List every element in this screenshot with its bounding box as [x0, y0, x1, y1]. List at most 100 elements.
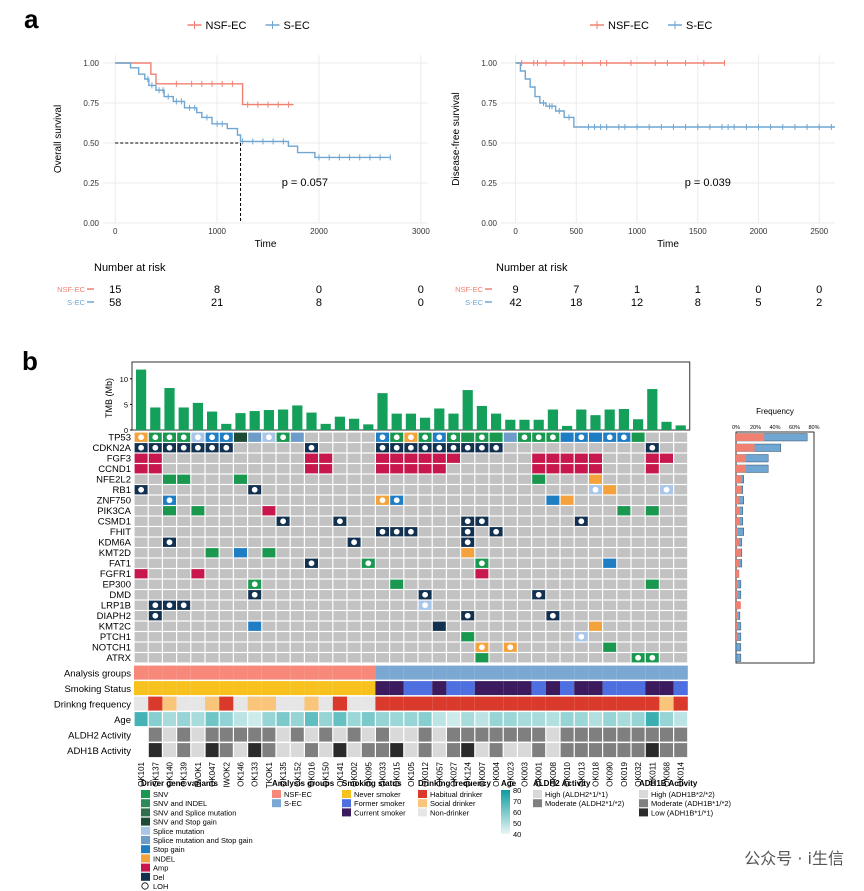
mutation-cell	[603, 516, 617, 526]
mutation-cell	[163, 621, 176, 631]
annotation-cell-smoking	[446, 681, 461, 696]
annotation-cell-group	[645, 665, 660, 680]
mutation-cell	[532, 506, 546, 516]
annotation-cell-smoking	[290, 681, 305, 696]
mutation-cell	[617, 621, 631, 631]
risk-count: 9	[513, 284, 519, 296]
annotation-cell-smoking	[560, 681, 575, 696]
mutation-cell	[645, 537, 659, 547]
mutation-cell	[503, 432, 517, 442]
annotation-cell-age	[475, 712, 489, 727]
tmb-bar-ok015	[391, 413, 402, 430]
annotation-cell-smoking	[247, 681, 262, 696]
mutation-cell	[134, 527, 148, 537]
annotation-cell-group	[588, 665, 603, 680]
mutation-cell	[305, 453, 318, 463]
mutation-cell	[461, 495, 475, 505]
mutation-cell	[489, 516, 503, 526]
legend-item-label: SNV and Splice mutation	[153, 808, 236, 817]
annotation-cell-drink	[134, 696, 149, 711]
annotation-cell-adh1b	[674, 743, 688, 758]
legend-item-label: High (ALDH2*1/*1)	[545, 790, 608, 799]
sample-label-ok137: OK137	[151, 761, 160, 786]
annotation-cell-smoking	[375, 681, 390, 696]
annotation-cell-group	[361, 665, 376, 680]
mutation-cell	[560, 474, 574, 484]
mutation-cell	[674, 558, 688, 568]
mutation-cell	[163, 642, 176, 652]
mutation-cell	[333, 527, 347, 537]
annotation-cell-age	[347, 712, 361, 727]
mutation-cell	[333, 453, 347, 463]
mutation-cell	[603, 474, 617, 484]
mutation-cell	[589, 527, 602, 537]
mutation-cell	[390, 653, 404, 663]
frequency-bar-nsf	[736, 580, 738, 588]
mutation-cell	[163, 506, 176, 516]
mutation-cell	[475, 474, 489, 484]
mutation-cell	[447, 474, 460, 484]
mutation-cell	[546, 537, 560, 547]
mutation-cell	[163, 632, 176, 642]
mutation-cell	[461, 548, 475, 558]
legend-swatch	[418, 808, 427, 817]
mutation-cell	[319, 621, 333, 631]
mutation-cell	[347, 590, 361, 600]
mutation-cell	[589, 453, 602, 463]
tmb-bar-ok095	[363, 424, 374, 430]
annotation-cell-group	[474, 665, 489, 680]
risk-count: 0	[316, 284, 322, 296]
mutation-cell	[660, 621, 673, 631]
frequency-bar-nsf	[736, 475, 741, 483]
age-tick-label: 60	[513, 808, 521, 817]
annotation-cell-smoking	[162, 681, 177, 696]
mutation-cell	[163, 653, 176, 663]
mutation-cell	[262, 506, 276, 516]
mutation-cell	[574, 485, 588, 495]
mutation-cell	[475, 579, 489, 589]
tmb-bar-iwok2	[221, 423, 232, 430]
legend-item-label: Habitual drinker	[430, 790, 483, 799]
tmb-bar-ok090	[604, 409, 615, 430]
annotation-cell-age	[205, 712, 219, 727]
mutation-cell	[560, 495, 574, 505]
mutation-cell	[361, 453, 375, 463]
loh-marker	[649, 444, 656, 451]
legend-item-label: Current smoker	[354, 808, 406, 817]
loh-marker	[379, 497, 386, 504]
annotation-cell-adh1b	[234, 743, 247, 758]
mutation-cell	[447, 653, 460, 663]
mutation-cell	[361, 516, 375, 526]
mutation-cell	[631, 432, 645, 442]
mutation-cell	[177, 464, 191, 474]
mutation-cell	[518, 527, 531, 537]
frequency-bar-nsf	[736, 612, 738, 620]
annotation-cell-adh1b	[390, 743, 404, 758]
annotation-cell-group	[446, 665, 461, 680]
mutation-cell	[276, 464, 290, 474]
mutation-cell	[191, 485, 205, 495]
annotation-cell-drink	[247, 696, 262, 711]
mutation-cell	[461, 464, 475, 474]
mutation-cell	[390, 579, 404, 589]
mutation-cell	[475, 653, 489, 663]
mutation-cell	[503, 527, 517, 537]
mutation-cell	[546, 485, 560, 495]
annotation-cell-drink	[560, 696, 575, 711]
mutation-cell	[546, 632, 560, 642]
risk-count: 0	[418, 284, 424, 296]
annotation-cell-adh1b	[589, 743, 602, 758]
mutation-cell	[475, 548, 489, 558]
mutation-cell	[262, 495, 276, 505]
loh-marker	[351, 539, 358, 546]
annotation-cell-adh1b	[404, 743, 418, 758]
mutation-cell	[617, 453, 631, 463]
mutation-cell	[660, 548, 673, 558]
legend-item-label: NSF-EC	[284, 790, 313, 799]
annotation-cell-smoking	[474, 681, 489, 696]
mutation-cell	[361, 600, 375, 610]
gene-label-diaph2: DIAPH2	[97, 611, 131, 622]
loh-marker	[578, 518, 585, 525]
loh-marker	[223, 444, 230, 451]
annotation-cell-group	[531, 665, 546, 680]
